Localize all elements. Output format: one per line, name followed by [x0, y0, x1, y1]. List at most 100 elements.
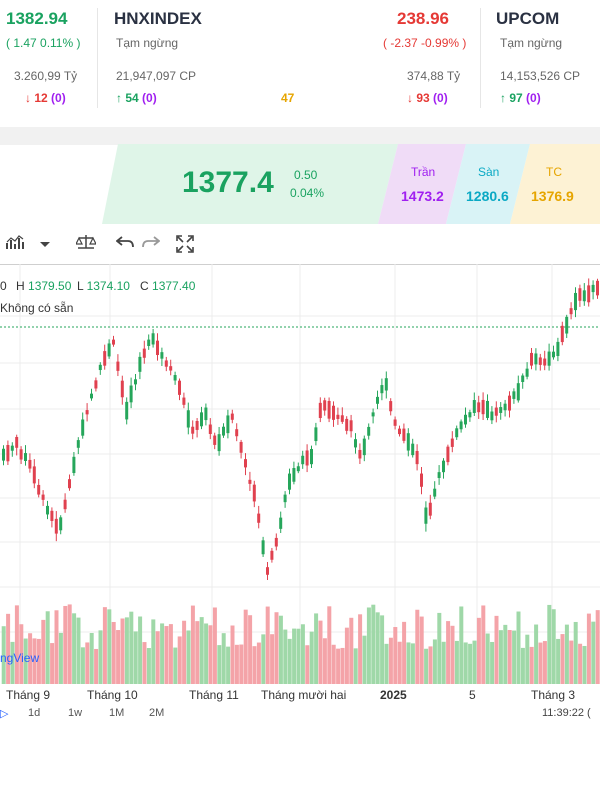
- candle-body: [530, 352, 533, 366]
- upcom-volume-value: 374,88 Tỷ: [407, 69, 461, 83]
- volume-bar: [415, 609, 420, 684]
- volume-bar: [230, 625, 235, 684]
- candle-body: [516, 383, 520, 401]
- chart-type-icon[interactable]: [6, 234, 28, 255]
- undo-icon[interactable]: [115, 235, 134, 254]
- volume-bar: [551, 609, 556, 684]
- vnindex-decliners: ↓ 12 (0): [25, 91, 66, 105]
- volume-bar: [204, 623, 209, 684]
- fullscreen-icon[interactable]: [176, 235, 194, 258]
- volume-bar: [538, 642, 543, 684]
- candle-body: [560, 325, 564, 343]
- candle-body: [222, 426, 225, 436]
- candle-body: [266, 567, 269, 575]
- no-data-label: Không có sẵn: [0, 301, 74, 315]
- upcom-volume: 14,153,526 CP: [500, 69, 581, 83]
- candle-body: [134, 379, 137, 385]
- candle-body: [424, 507, 428, 524]
- volume-bar: [89, 632, 94, 684]
- candle-body: [147, 339, 151, 346]
- timeframe-1m[interactable]: 1M: [109, 707, 125, 719]
- x-label: Tháng mười hai: [261, 688, 347, 702]
- volume-bar: [234, 644, 239, 684]
- volume-bar: [507, 630, 512, 684]
- volume-bar: [375, 612, 380, 684]
- candle-body: [15, 436, 19, 448]
- redo-icon[interactable]: [142, 235, 161, 254]
- candle-body: [2, 448, 5, 461]
- ref-value: 1376.9: [531, 188, 574, 204]
- candle-body: [367, 426, 371, 436]
- volume-bar: [459, 606, 464, 684]
- candle-body: [547, 351, 551, 366]
- volume-bar: [547, 604, 552, 684]
- volume-bar: [160, 623, 165, 684]
- candlestick-chart[interactable]: [0, 264, 600, 684]
- timeframe-2m[interactable]: 2M: [149, 707, 165, 719]
- volume-bar: [419, 616, 424, 684]
- x-label: Tháng 3: [531, 688, 576, 702]
- volume-bar: [468, 643, 473, 684]
- candle-body: [257, 513, 261, 523]
- candle-body: [28, 459, 32, 469]
- candle-body: [525, 368, 529, 377]
- candle-body: [204, 407, 208, 421]
- candle-body: [279, 517, 283, 529]
- candle-body: [164, 360, 168, 367]
- volume-bar: [529, 646, 534, 684]
- candle-body: [310, 448, 313, 465]
- volume-bar: [578, 643, 583, 684]
- candle-body: [68, 479, 71, 489]
- volume-bar: [512, 630, 517, 684]
- candle-body: [398, 428, 401, 435]
- volume-bar: [380, 615, 385, 684]
- candle-body: [490, 411, 494, 421]
- hnxindex-title[interactable]: HNXINDEX: [114, 9, 202, 28]
- candle-body: [521, 375, 525, 382]
- volume-bar: [300, 624, 305, 684]
- candle-body: [120, 380, 124, 398]
- candle-body: [362, 438, 366, 456]
- volume-bar: [397, 641, 402, 684]
- volume-bar: [195, 621, 200, 684]
- volume-bar: [133, 631, 138, 684]
- volume-bar: [58, 632, 63, 684]
- timeframe-1d[interactable]: 1d: [28, 707, 41, 719]
- candle-body: [186, 410, 190, 428]
- candle-body: [468, 412, 472, 418]
- tradingview-watermark: ngView: [0, 651, 40, 665]
- volume-bar: [410, 643, 415, 684]
- volume-bar: [6, 613, 11, 684]
- candle-body: [569, 308, 573, 315]
- candle-body: [244, 459, 247, 468]
- candle-body: [98, 364, 102, 371]
- volume-bar: [107, 609, 112, 684]
- ceiling-value: 1473.2: [401, 188, 444, 204]
- vnindex-value: 1382.94: [6, 9, 68, 28]
- candle-body: [226, 415, 230, 434]
- upcom-title[interactable]: UPCOM: [496, 9, 560, 28]
- candle-body: [107, 343, 111, 357]
- candle-body: [406, 433, 410, 451]
- upcom-decliners: ↓ 93 (0): [407, 91, 448, 105]
- candle-body: [50, 510, 54, 521]
- candle-body: [54, 518, 58, 534]
- candle-body: [90, 393, 93, 399]
- volume-bar: [182, 620, 187, 684]
- floor-label: Sàn: [478, 165, 500, 179]
- volume-bar: [388, 637, 393, 684]
- candle-body: [142, 348, 146, 358]
- upcom-change: ( -2.37 -0.99% ): [383, 36, 467, 50]
- volume-bar: [516, 611, 521, 684]
- timeframe-partial[interactable]: ▷: [0, 708, 9, 720]
- candle-body: [402, 428, 406, 441]
- candle-body: [336, 414, 340, 419]
- timeframe-1w[interactable]: 1w: [68, 707, 83, 719]
- candle-body: [156, 340, 159, 356]
- dropdown-icon[interactable]: [40, 236, 50, 254]
- candle-body: [59, 517, 63, 531]
- volume-bar: [336, 648, 341, 684]
- candle-body: [349, 420, 353, 432]
- compare-icon[interactable]: [75, 234, 97, 255]
- volume-bar: [151, 619, 156, 684]
